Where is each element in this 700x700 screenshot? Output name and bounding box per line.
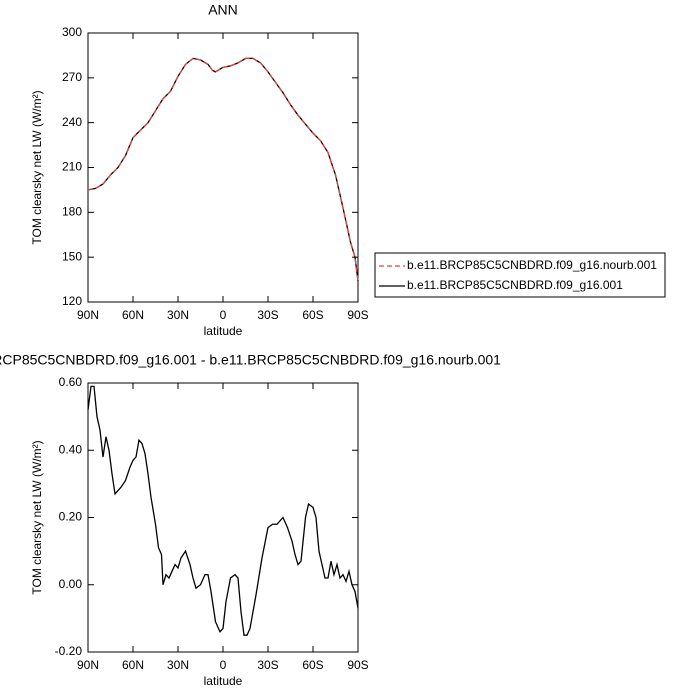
x-tick-label: 90N: [77, 658, 99, 672]
x-tick-label: 90N: [77, 308, 99, 322]
legend-box: [374, 252, 666, 298]
x-tick-label: 30S: [257, 658, 278, 672]
y-tick-label: 240: [62, 115, 82, 129]
y-axis-label: TOM clearsky net LW (W/m²): [30, 440, 44, 594]
y-tick-label: 0.60: [59, 375, 83, 389]
x-tick-label: 60N: [122, 308, 144, 322]
y-axis-label: TOM clearsky net LW (W/m²): [30, 90, 44, 244]
legend-label: b.e11.BRCP85C5CNBDRD.f09_g16.001: [407, 278, 623, 292]
data-line: [87, 57, 359, 282]
x-axis-label: latitude: [204, 674, 243, 688]
chart-title: ANN: [208, 2, 238, 18]
y-tick-label: 0.40: [59, 442, 83, 456]
x-tick-label: 60S: [302, 308, 323, 322]
x-tick-label: 90S: [347, 658, 368, 672]
plot-frame: [87, 32, 359, 303]
y-tick-label: 180: [62, 205, 82, 219]
y-tick-label: 300: [62, 25, 82, 39]
y-tick-label: 0.20: [59, 510, 83, 524]
y-tick-label: 0.00: [59, 577, 83, 591]
x-tick-label: 30N: [167, 658, 189, 672]
y-tick-label: 210: [62, 160, 82, 174]
x-tick-label: 60N: [122, 658, 144, 672]
x-tick-label: 0: [220, 658, 227, 672]
data-line: [87, 57, 359, 282]
chart-title: b.e11.BRCP85C5CNBDRD.f09_g16.001 - b.e11…: [0, 352, 501, 368]
y-tick-label: -0.20: [55, 644, 83, 658]
x-tick-label: 30S: [257, 308, 278, 322]
y-tick-label: 150: [62, 249, 82, 263]
y-tick-label: 120: [62, 294, 82, 308]
x-tick-label: 30N: [167, 308, 189, 322]
x-tick-label: 0: [220, 308, 227, 322]
x-axis-label: latitude: [204, 324, 243, 338]
legend-label: b.e11.BRCP85C5CNBDRD.f09_g16.nourb.001: [407, 258, 657, 272]
x-tick-label: 60S: [302, 658, 323, 672]
plot-frame: [87, 382, 359, 653]
data-line: [87, 385, 359, 636]
y-tick-label: 270: [62, 70, 82, 84]
x-tick-label: 90S: [347, 308, 368, 322]
